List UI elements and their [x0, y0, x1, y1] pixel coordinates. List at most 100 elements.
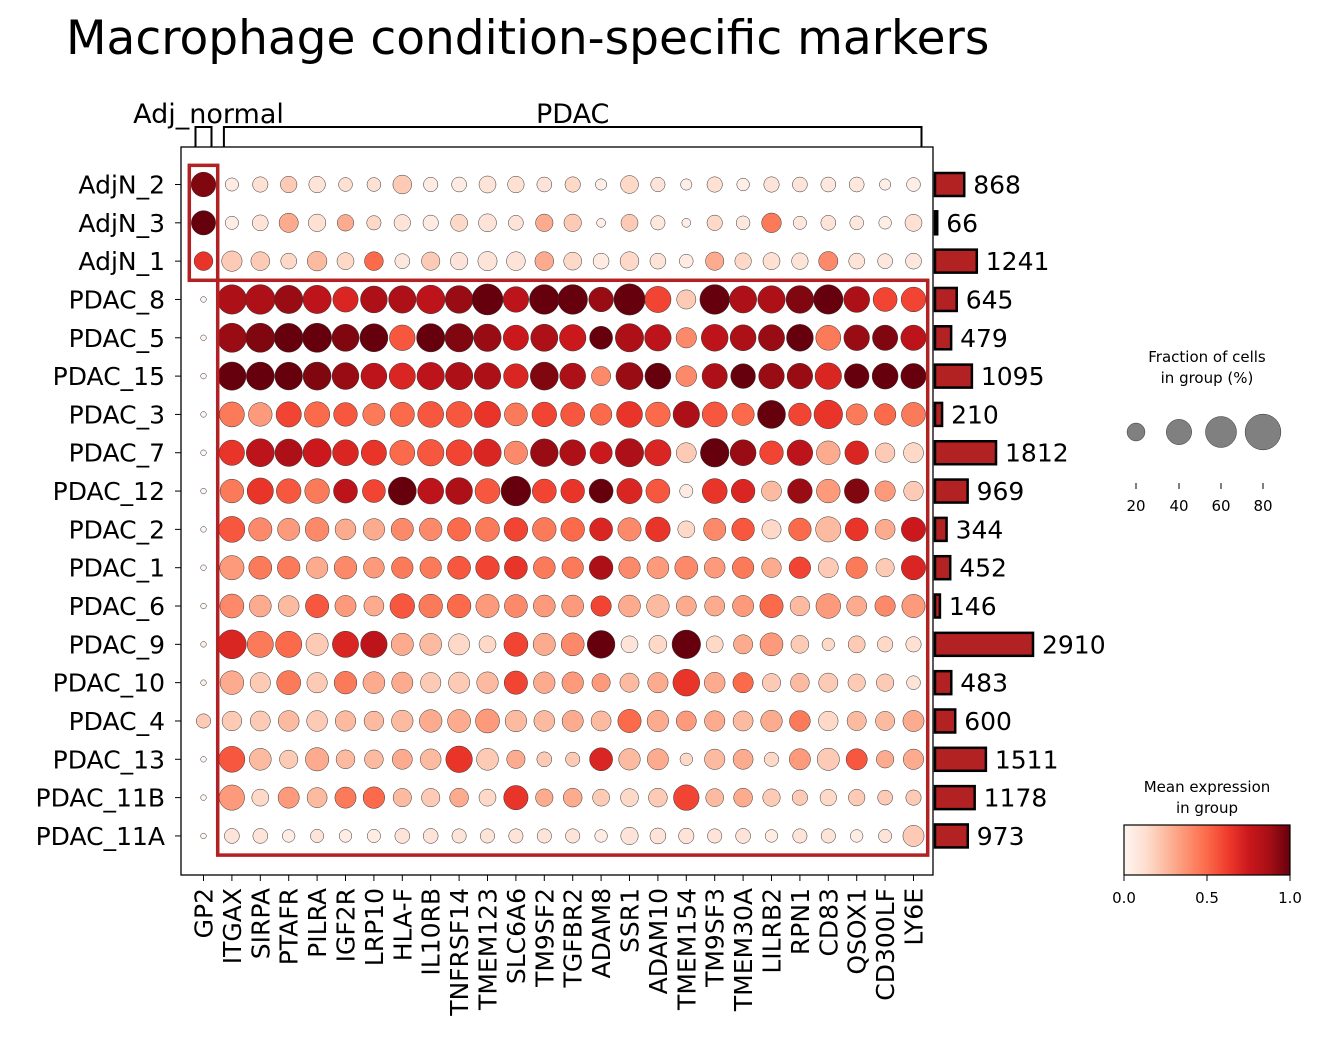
dot [219, 593, 245, 619]
dot [788, 517, 812, 541]
dot [644, 439, 672, 467]
dot [561, 671, 584, 694]
dot [362, 479, 386, 503]
count-bar [933, 516, 948, 543]
dot [362, 786, 385, 809]
dot [647, 748, 669, 771]
dot [759, 594, 784, 618]
dot [586, 630, 616, 659]
color-legend-title-line2: in group [1176, 799, 1238, 817]
dot [589, 555, 614, 580]
dot [334, 595, 357, 617]
dot [334, 518, 357, 541]
dot [200, 832, 207, 840]
dot [200, 296, 207, 303]
color-legend: Mean expression in group 0.0 0.5 1.0 [1112, 778, 1302, 907]
dot [302, 285, 332, 314]
dot [672, 668, 700, 697]
dot [304, 401, 331, 428]
size-legend-dot [1166, 419, 1192, 445]
dot [418, 593, 443, 619]
dot [704, 748, 726, 770]
highlight-boxes [187, 163, 930, 857]
dot [792, 828, 808, 844]
dot [703, 517, 727, 541]
column-label: CD83 [814, 888, 843, 957]
dot [360, 285, 388, 314]
dot [362, 671, 386, 694]
group-bracket-label: Adj_normal [133, 99, 284, 130]
dot [419, 517, 443, 541]
count-label: 1241 [986, 247, 1050, 276]
dot [679, 253, 694, 269]
highlight-box [187, 163, 220, 283]
dot [503, 440, 528, 465]
dot [536, 751, 553, 768]
dot [764, 829, 779, 843]
dot [563, 787, 583, 808]
count-bar [933, 784, 976, 811]
dot [732, 556, 755, 579]
dot [786, 324, 814, 352]
dot [360, 439, 387, 466]
count-bar [933, 171, 966, 198]
dot [730, 363, 756, 389]
dot [390, 517, 414, 541]
dot [701, 324, 729, 352]
dot [671, 629, 701, 659]
dot [729, 439, 757, 466]
column-labels: GP2 ITGAX SIRPA PTAFR PILRA IGF2R LRP10 HLA-F IL… [190, 875, 929, 1017]
dot [219, 555, 245, 581]
dot [848, 176, 865, 193]
dot [615, 362, 644, 390]
dot [875, 711, 895, 731]
dot [416, 284, 446, 314]
dot [646, 556, 670, 579]
count-label: 645 [966, 285, 1014, 314]
dot [336, 252, 355, 270]
dot [476, 671, 499, 694]
dot [902, 825, 925, 847]
dot [530, 438, 559, 467]
dot [503, 670, 528, 695]
dot [332, 630, 359, 658]
column-label: HLA-F [388, 888, 417, 961]
dot [735, 215, 751, 231]
dot [475, 555, 500, 580]
dot [200, 679, 207, 686]
dot-grid [190, 171, 927, 847]
dot [477, 251, 498, 271]
dot [761, 557, 782, 578]
dot [559, 362, 586, 390]
count-bar [933, 593, 942, 619]
dot [700, 438, 730, 468]
count-label: 868 [973, 171, 1021, 200]
dot [359, 323, 389, 353]
row-label: PDAC_1 [69, 554, 165, 583]
dot [277, 517, 301, 541]
dot [333, 478, 358, 504]
dot [791, 252, 809, 270]
dot [616, 478, 643, 504]
count-label: 146 [949, 592, 997, 621]
dot [903, 481, 924, 502]
dot [444, 285, 474, 314]
dot [679, 752, 693, 766]
dot [275, 401, 302, 428]
dot [423, 177, 439, 192]
dot [649, 827, 667, 845]
dot [681, 218, 692, 228]
column-label: TGFBR2 [559, 888, 588, 988]
dot [820, 215, 837, 231]
column-label: SIRPA [246, 888, 275, 959]
dot [225, 177, 239, 192]
dot [421, 251, 441, 271]
size-legend-tick-label: 20 [1126, 497, 1145, 515]
dot [647, 672, 669, 694]
dot [848, 789, 866, 807]
row-label: PDAC_8 [69, 285, 165, 314]
dot [331, 323, 360, 352]
dot [536, 176, 553, 193]
dot [615, 438, 644, 468]
dot [451, 176, 467, 193]
